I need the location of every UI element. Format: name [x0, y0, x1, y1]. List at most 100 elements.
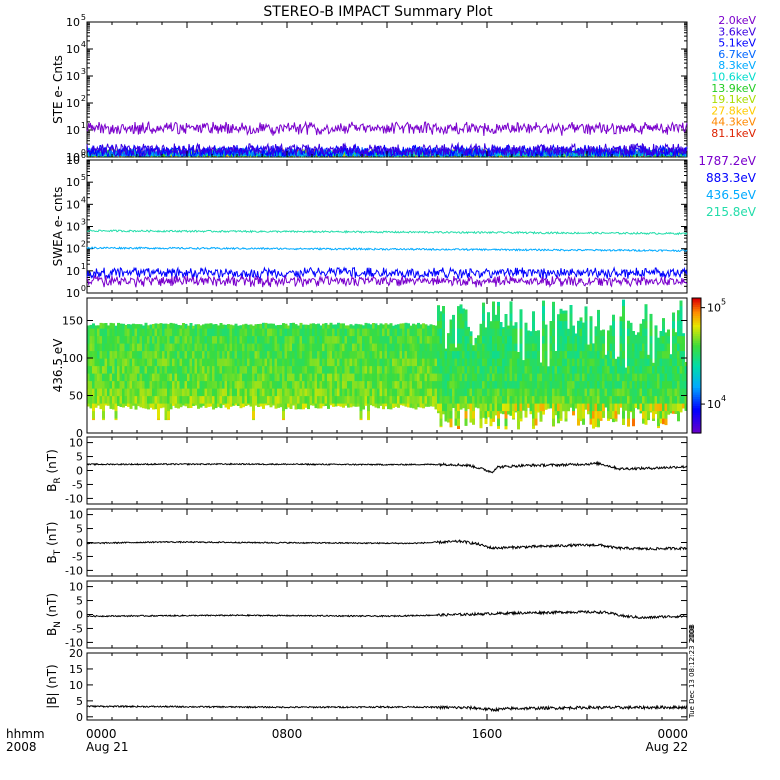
spectrogram-cell [482, 403, 485, 412]
spectrogram-cell [209, 343, 213, 352]
spectrogram-cell [192, 328, 195, 337]
spectrogram-cell [639, 395, 643, 404]
spectrogram-cell [477, 395, 480, 404]
spectrogram-cell [379, 328, 383, 337]
spectrogram-cell [177, 388, 180, 397]
spectrogram-cell [524, 373, 528, 382]
spectrogram-cell [567, 388, 570, 397]
spectrogram-cell [354, 335, 358, 344]
spectrogram-cell [254, 328, 258, 337]
spectrogram-cell [329, 403, 333, 406]
spectrogram-cell [579, 388, 583, 397]
spectrogram-cell [179, 365, 183, 374]
spectrogram-cell [614, 373, 618, 382]
spectrogram-cell [274, 358, 278, 367]
spectrogram-cell [629, 403, 633, 412]
spectrogram-cell [597, 373, 600, 382]
spectrogram-cell [99, 335, 103, 344]
spectrogram-cell [127, 358, 130, 367]
spectrogram-cell [199, 388, 203, 397]
spectrogram-cell [597, 328, 600, 337]
spectrogram-cell [164, 410, 168, 419]
spectrogram-cell [144, 343, 148, 352]
spectrogram-cell [452, 365, 455, 374]
spectrogram-cell [239, 380, 243, 389]
spectrogram-cell [254, 380, 258, 389]
spectrogram-cell [347, 358, 350, 367]
spectrogram-cell [277, 350, 280, 359]
spectrogram-cell [579, 403, 583, 412]
spectrogram-cell [437, 350, 440, 359]
spectrogram-cell [219, 403, 223, 409]
spectrogram-cell [402, 343, 405, 352]
spectrogram-cell [667, 365, 670, 374]
spectrogram-cell [309, 373, 313, 382]
spectrogram-cell [659, 395, 663, 404]
spectrogram-cell [289, 350, 293, 359]
spectrogram-cell [492, 403, 495, 412]
spectrogram-cell [484, 380, 488, 389]
spectrogram-cell [469, 403, 473, 412]
spectrogram-cell [542, 410, 545, 415]
spectrogram-cell [617, 388, 620, 397]
spectrogram-cell [462, 308, 465, 314]
spectrogram-cell [577, 343, 580, 352]
spectrogram-cell [527, 335, 530, 344]
ylabel-sub-bt: T [53, 549, 63, 556]
spectrogram-cell [324, 388, 328, 397]
spectrogram-cell [444, 403, 448, 412]
spectrogram-cell [362, 325, 365, 329]
spectrogram-cell [257, 358, 260, 367]
spectrogram-cell [392, 395, 395, 404]
spectrogram-cell [437, 305, 440, 314]
spectrogram-cell [132, 350, 135, 359]
spectrogram-cell [459, 343, 463, 352]
spectrogram-cell [414, 395, 418, 404]
spectrogram-cell [382, 365, 385, 374]
spectrogram-cell [324, 380, 328, 389]
spectrogram-cell [494, 328, 498, 337]
spectrogram-cell [89, 380, 93, 389]
spectrogram-cell [512, 328, 515, 337]
spectrogram-cell [304, 380, 308, 389]
spectrogram-cell [139, 365, 143, 374]
spectrogram-cell [387, 395, 390, 404]
spectrogram-cell [512, 325, 515, 329]
spectrogram-cell [377, 403, 380, 409]
series-line-swea-3 [87, 229, 688, 236]
spectrogram-cell [439, 358, 443, 367]
spectrogram-cell [664, 395, 668, 404]
spectrogram-cell [659, 388, 663, 397]
spectrogram-cell [419, 324, 423, 329]
spectrogram-cell [147, 335, 150, 344]
spectrogram-cell [332, 395, 335, 404]
spectrogram-cell [512, 335, 515, 344]
ytick-label-ste-exp: 0 [81, 148, 86, 157]
spectrogram-cell [514, 373, 518, 382]
spectrogram-cell [372, 335, 375, 344]
spectrogram-cell [674, 335, 678, 344]
spectrogram-cell [652, 418, 655, 421]
spectrogram-cell [367, 365, 370, 374]
spectrogram-cell [612, 373, 615, 382]
spectrogram-cell [234, 395, 238, 404]
spectrogram-cell [174, 358, 178, 367]
spectrogram-cell [562, 310, 565, 314]
spectrogram-cell [262, 343, 265, 352]
spectrogram-cell [289, 380, 293, 389]
spectrogram-cell [552, 418, 555, 427]
spectrogram-cell [479, 350, 483, 359]
spectrogram-cell [557, 343, 560, 352]
panel-frame-bmag [86, 652, 688, 721]
spectrogram-cell [214, 335, 218, 344]
spectrogram-cell [594, 425, 598, 428]
spectrogram-cell [372, 403, 375, 407]
spectrogram-cell [444, 348, 448, 352]
spectrogram-cell [209, 388, 213, 397]
spectrogram-cell [297, 325, 300, 329]
spectrogram-cell [612, 314, 615, 322]
spectrogram-cell [174, 328, 178, 337]
spectrogram-cell [557, 388, 560, 397]
spectrogram-cell [492, 335, 495, 344]
spectrogram-cell [522, 403, 525, 411]
